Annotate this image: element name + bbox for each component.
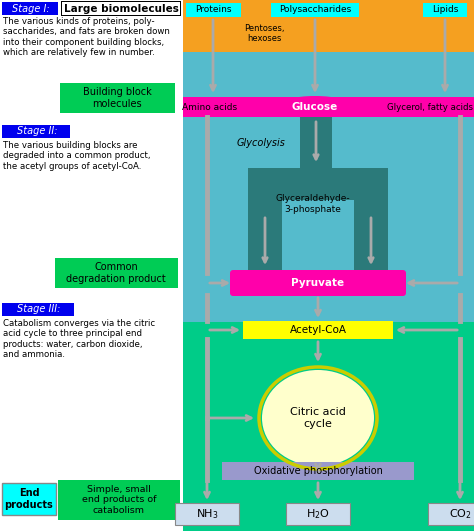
Bar xyxy=(271,3,359,17)
Text: Glyceraldehyde-
3-phosphate: Glyceraldehyde- 3-phosphate xyxy=(276,194,350,213)
Ellipse shape xyxy=(262,370,374,466)
Bar xyxy=(183,0,474,531)
Bar xyxy=(55,258,178,288)
Text: Building block
molecules: Building block molecules xyxy=(82,87,151,109)
Text: Stage III:: Stage III: xyxy=(18,304,61,314)
Bar xyxy=(183,97,474,117)
Ellipse shape xyxy=(276,96,354,118)
Text: Glucose: Glucose xyxy=(292,102,338,112)
FancyBboxPatch shape xyxy=(230,270,406,296)
Text: Acetyl-CoA: Acetyl-CoA xyxy=(290,325,346,335)
Text: Pyruvate: Pyruvate xyxy=(292,278,345,288)
Text: H$_2$O: H$_2$O xyxy=(306,507,330,521)
Text: Stage I:: Stage I: xyxy=(12,4,50,13)
Bar xyxy=(222,462,414,480)
Bar xyxy=(175,503,239,525)
Text: The various kinds of proteins, poly-
saccharides, and fats are broken down
into : The various kinds of proteins, poly- sac… xyxy=(3,17,170,57)
Text: Large biomolecules: Large biomolecules xyxy=(64,4,178,13)
Text: Common
degradation product: Common degradation product xyxy=(66,262,166,284)
Bar xyxy=(2,2,58,15)
Bar xyxy=(0,0,183,531)
Bar xyxy=(243,321,393,339)
Bar xyxy=(62,2,180,15)
Bar xyxy=(2,125,70,138)
Text: Amino acids: Amino acids xyxy=(182,102,237,112)
Text: Stage II:: Stage II: xyxy=(17,126,57,136)
Text: Citric acid
cycle: Citric acid cycle xyxy=(290,407,346,429)
Text: Lipids: Lipids xyxy=(432,5,458,14)
Text: End
products: End products xyxy=(5,488,54,510)
Text: Pentoses,
hexoses: Pentoses, hexoses xyxy=(244,24,284,44)
Text: Glycerol, fatty acids: Glycerol, fatty acids xyxy=(387,102,473,112)
Bar xyxy=(2,483,56,515)
Bar xyxy=(300,117,332,172)
Text: Proteins: Proteins xyxy=(195,5,231,14)
Text: Simple, small
end products of
catabolism: Simple, small end products of catabolism xyxy=(82,485,156,515)
Text: Polysaccharides: Polysaccharides xyxy=(279,5,351,14)
Text: CO$_2$: CO$_2$ xyxy=(448,507,471,521)
Bar xyxy=(186,3,241,17)
Text: Catabolism converges via the citric
acid cycle to three principal end
products: : Catabolism converges via the citric acid… xyxy=(3,319,155,359)
Bar xyxy=(428,503,474,525)
Bar xyxy=(282,200,354,274)
Bar xyxy=(60,83,175,113)
Text: The various building blocks are
degraded into a common product,
the acetyl group: The various building blocks are degraded… xyxy=(3,141,151,171)
Text: Glycolysis: Glycolysis xyxy=(237,138,286,148)
Bar xyxy=(58,480,180,520)
Bar xyxy=(61,1,181,16)
Text: NH$_3$: NH$_3$ xyxy=(196,507,219,521)
Bar xyxy=(354,236,388,274)
Bar xyxy=(2,303,74,316)
Bar xyxy=(248,168,388,240)
Bar xyxy=(423,3,467,17)
Bar xyxy=(183,322,474,531)
Bar xyxy=(286,503,350,525)
Bar xyxy=(248,236,282,274)
Bar xyxy=(183,0,474,52)
Text: Oxidative phosphorylation: Oxidative phosphorylation xyxy=(254,466,383,476)
